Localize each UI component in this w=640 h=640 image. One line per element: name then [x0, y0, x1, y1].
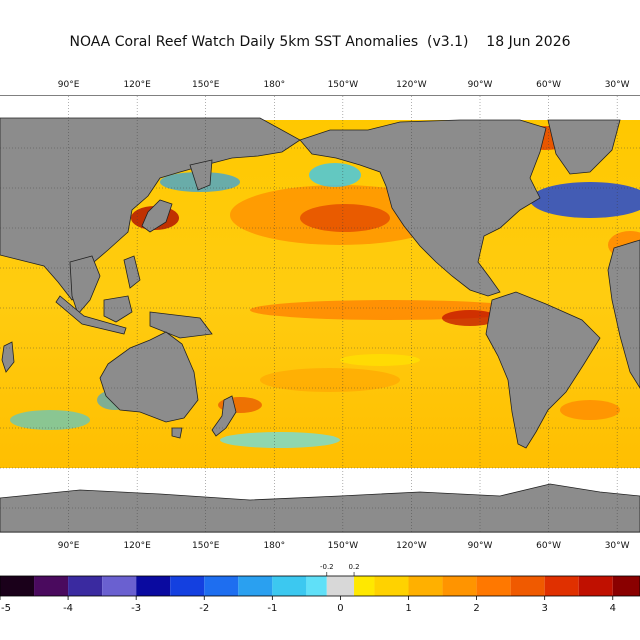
- land-southeast-asia: [69, 255, 101, 315]
- warm-anomaly-north-pacific-core: [300, 204, 390, 232]
- colorbar-segments: [0, 576, 640, 596]
- colorbar-tick-label: 1: [405, 603, 411, 614]
- colorbar-segment: [34, 576, 69, 596]
- neutral-anomaly-east-pacific: [340, 354, 420, 366]
- land-philippines: [123, 255, 141, 289]
- lon-label-top: 60°W: [536, 80, 561, 90]
- land-australia: [99, 331, 199, 423]
- lon-label-bottom: 60°W: [536, 541, 561, 551]
- colorbar-outline: [0, 575, 640, 597]
- colorbar-tick-label: -3: [131, 603, 141, 614]
- colorbar-segment: [476, 576, 511, 596]
- lon-label-top: 30°W: [605, 80, 630, 90]
- cool-anomaly-north-atlantic: [530, 182, 640, 218]
- lon-label-top: 120°W: [396, 80, 427, 90]
- lon-label-bottom: 30°W: [605, 541, 630, 551]
- arctic-ice: [0, 96, 640, 120]
- graticule: [0, 96, 640, 532]
- lon-label-top: 180°: [263, 80, 285, 90]
- colorbar-tick-label: -4: [63, 603, 73, 614]
- lon-label-top: 120°E: [123, 80, 151, 90]
- colorbar-tick-label: 4: [610, 603, 616, 614]
- colorbar-small-tick-label: -0.2: [320, 563, 334, 571]
- colorbar-segment: [68, 576, 103, 596]
- warm-anomaly-peru: [442, 310, 498, 326]
- colorbar-segment: [306, 576, 327, 596]
- warm-anomaly-south-atlantic: [560, 400, 620, 420]
- land-greenland: [547, 119, 621, 175]
- colorbar-segment: [544, 576, 579, 596]
- lon-label-top: 150°W: [328, 80, 359, 90]
- colorbar-segment: [238, 576, 273, 596]
- colorbar-tick-label: 0: [337, 603, 343, 614]
- land-madagascar: [1, 341, 15, 373]
- lon-labels-top: 90°E 120°E 150°E 180° 150°W 120°W 90°W 60°W 30°W: [58, 80, 630, 90]
- colorbar-ticks: -5 -4 -3 -2 -1 0 1 2 3 4 -0.2 0.2: [0, 563, 616, 614]
- colorbar-segment: [374, 576, 409, 596]
- colorbar-tick-label: -1: [267, 603, 277, 614]
- colorbar-segment: [272, 576, 307, 596]
- land-south-america: [485, 291, 601, 449]
- colorbar-segment: [442, 576, 477, 596]
- land-sumatra-java: [55, 295, 127, 335]
- colorbar-segment: [136, 576, 171, 596]
- land-north-america: [299, 119, 547, 297]
- colorbar-segment: [170, 576, 205, 596]
- colorbar: -5 -4 -3 -2 -1 0 1 2 3 4 -0.2 0.2: [0, 563, 640, 614]
- colorbar-segment: [354, 576, 375, 596]
- land-borneo: [103, 295, 133, 323]
- colorbar-segment: [326, 576, 355, 596]
- colorbar-small-tick-label: 0.2: [348, 563, 359, 571]
- map-title: NOAA Coral Reef Watch Daily 5km SST Anom…: [69, 34, 571, 50]
- lon-label-bottom: 120°E: [123, 541, 151, 551]
- map-content: [0, 96, 640, 532]
- land-asia: [0, 117, 301, 301]
- lon-labels-bottom: 90°E 120°E 150°E 180° 150°W 120°W 90°W 60°W 30°W: [58, 541, 630, 551]
- colorbar-tick-label: 2: [473, 603, 479, 614]
- cool-anomaly-gulf-alaska: [309, 163, 361, 187]
- lon-label-bottom: 180°: [263, 541, 285, 551]
- lon-label-top: 90°W: [468, 80, 493, 90]
- colorbar-tick-label: -2: [199, 603, 209, 614]
- colorbar-segment: [204, 576, 239, 596]
- colorbar-segment: [102, 576, 137, 596]
- land-africa-edge: [607, 239, 640, 389]
- lon-label-bottom: 90°E: [58, 541, 80, 551]
- land-japan: [141, 199, 173, 233]
- lon-label-top: 90°E: [58, 80, 80, 90]
- warm-anomaly-south-pacific: [260, 368, 400, 392]
- land-tasmania: [171, 427, 183, 439]
- colorbar-tick-label: -5: [1, 603, 11, 614]
- colorbar-segment: [408, 576, 443, 596]
- land-kamchatka: [189, 159, 213, 191]
- cool-anomaly-southern-ocean: [220, 432, 340, 448]
- land-new-zealand: [211, 395, 237, 437]
- colorbar-segment: [510, 576, 545, 596]
- colorbar-segment: [612, 576, 640, 596]
- land-new-guinea: [149, 311, 213, 339]
- lon-label-bottom: 150°E: [192, 541, 220, 551]
- colorbar-segment: [0, 576, 35, 596]
- lon-label-bottom: 150°W: [328, 541, 359, 551]
- lon-label-bottom: 120°W: [396, 541, 427, 551]
- lon-label-bottom: 90°W: [468, 541, 493, 551]
- land: [0, 117, 640, 532]
- lon-label-top: 150°E: [192, 80, 220, 90]
- colorbar-segment: [578, 576, 613, 596]
- colorbar-tick-label: 3: [541, 603, 547, 614]
- cool-anomaly-south-indian: [10, 410, 90, 430]
